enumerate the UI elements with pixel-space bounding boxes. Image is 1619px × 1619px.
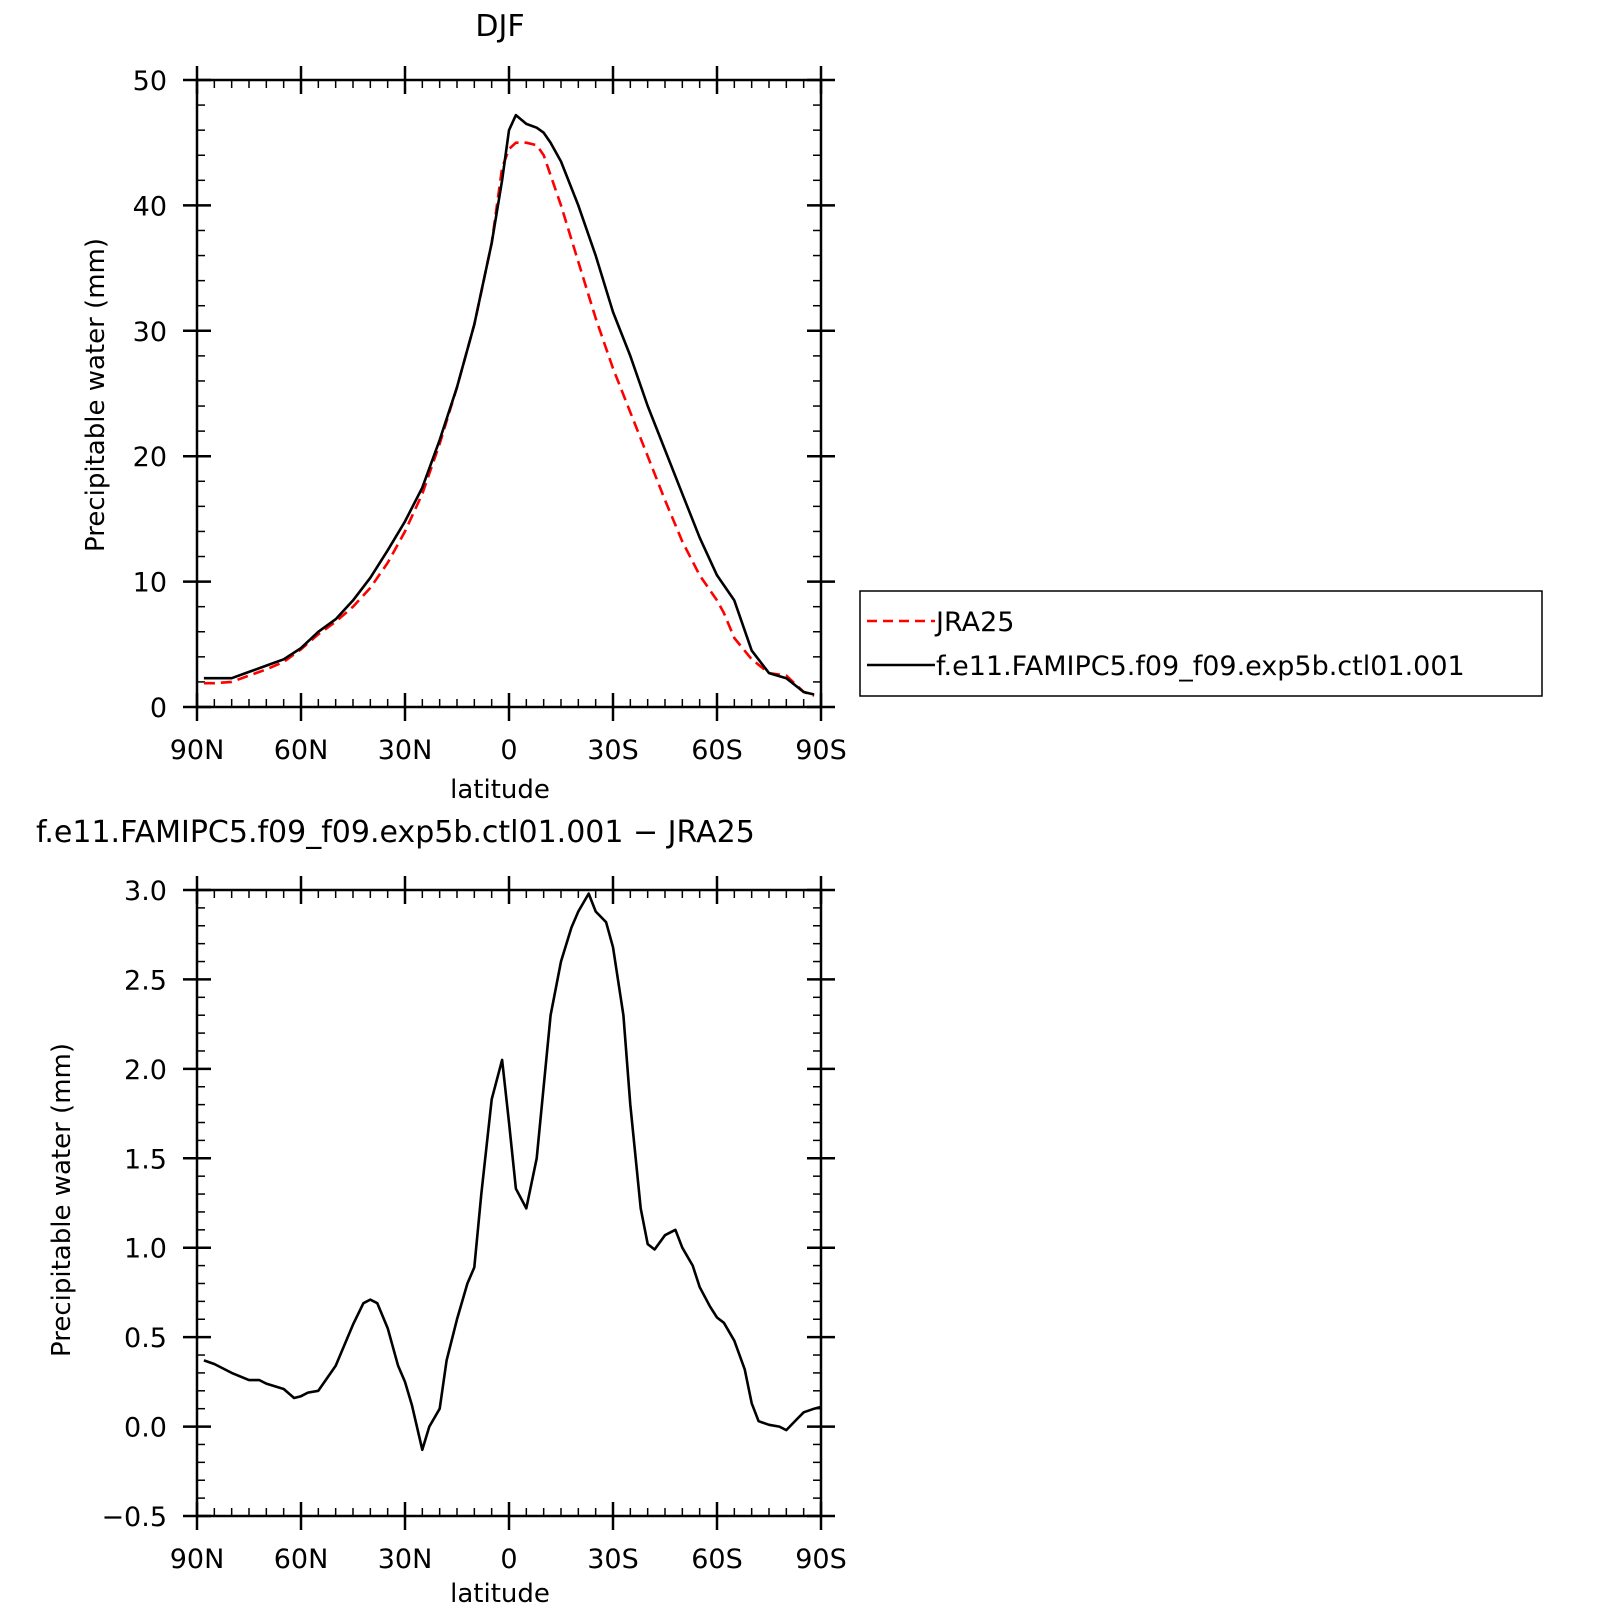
x-tick-label: 60S (691, 1544, 743, 1575)
x-tick-label: 0 (500, 1544, 517, 1575)
y-tick-label: 0.5 (124, 1323, 167, 1354)
plot-frame (195, 888, 823, 1518)
legend-label-model: f.e11.FAMIPC5.f09_f09.exp5b.ctl01.001 (936, 651, 1465, 682)
y-tick-labels: −0.5 0.0 0.5 1.0 1.5 2.0 2.5 3.0 (101, 876, 167, 1533)
x-tick-label: 90N (170, 735, 225, 766)
y-tick-labels: 0 10 20 30 40 50 (133, 66, 167, 724)
y-tick-label: 20 (133, 442, 167, 473)
y-tick-label: 2.5 (124, 965, 167, 996)
plot-frame (195, 78, 823, 709)
chart-title: DJF (475, 9, 524, 44)
y-tick-label: 3.0 (124, 876, 167, 907)
chart-difference-precipitable-water: f.e11.FAMIPC5.f09_f09.exp5b.ctl01.001 − … (36, 815, 847, 1609)
y-tick-label: 2.0 (124, 1055, 167, 1086)
minor-ticks (196, 889, 822, 1517)
y-tick-label: 1.5 (124, 1144, 167, 1175)
x-tick-label: 90S (795, 1544, 847, 1575)
x-tick-label: 30S (587, 1544, 639, 1575)
legend: JRA25 f.e11.FAMIPC5.f09_f09.exp5b.ctl01.… (859, 590, 1543, 697)
series-line-jra25 (203, 141, 815, 697)
x-tick-label: 30N (378, 735, 433, 766)
chart-djf-precipitable-water: DJF Precipitable water (mm) latitude 0 10… (81, 9, 1543, 805)
y-tick-label: 40 (133, 191, 167, 222)
y-tick-label: 0 (150, 693, 167, 724)
x-tick-label: 60N (274, 735, 329, 766)
y-tick-label: 0.0 (124, 1413, 167, 1444)
y-tick-label: 50 (133, 66, 167, 97)
x-tick-labels: 90N 60N 30N 0 30S 60S 90S (170, 1544, 847, 1575)
y-axis-label: Precipitable water (mm) (81, 238, 111, 552)
x-tick-label: 30N (378, 1544, 433, 1575)
y-tick-label: −0.5 (101, 1502, 167, 1533)
series-line-difference (203, 892, 822, 1452)
x-tick-labels: 90N 60N 30N 0 30S 60S 90S (170, 735, 847, 766)
legend-box (859, 590, 1543, 697)
major-ticks (183, 66, 835, 721)
x-tick-label: 0 (500, 735, 517, 766)
x-tick-label: 90S (795, 735, 847, 766)
y-tick-label: 30 (133, 317, 167, 348)
major-ticks (183, 876, 835, 1530)
series-lines (203, 892, 822, 1452)
x-tick-label: 30S (587, 735, 639, 766)
y-tick-label: 1.0 (124, 1234, 167, 1265)
x-tick-label: 90N (170, 1544, 225, 1575)
x-axis-label: latitude (450, 775, 550, 805)
minor-ticks (196, 79, 822, 708)
series-lines (203, 113, 815, 697)
y-tick-label: 10 (133, 568, 167, 599)
x-tick-label: 60S (691, 735, 743, 766)
legend-label-jra25: JRA25 (934, 607, 1014, 638)
x-axis-label: latitude (450, 1579, 550, 1609)
y-axis-label: Precipitable water (mm) (47, 1043, 77, 1357)
series-line-model (203, 113, 815, 696)
chart-title: f.e11.FAMIPC5.f09_f09.exp5b.ctl01.001 − … (36, 815, 755, 850)
x-tick-label: 60N (274, 1544, 329, 1575)
